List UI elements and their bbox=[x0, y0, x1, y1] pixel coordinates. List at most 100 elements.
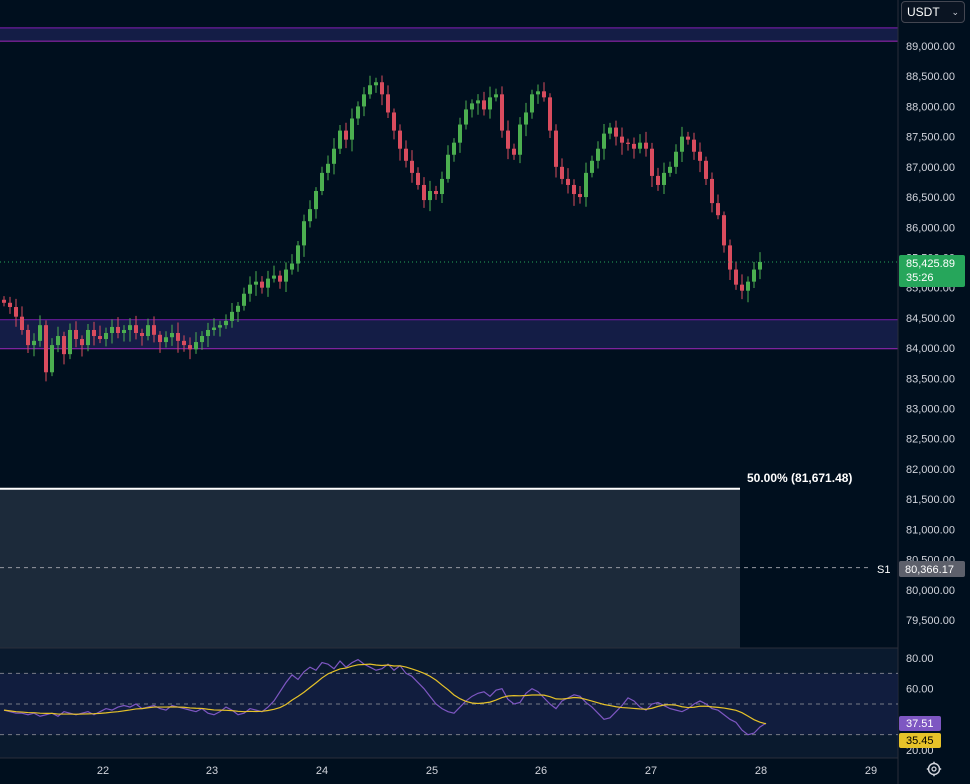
candle-body bbox=[62, 336, 66, 355]
candle-body bbox=[518, 124, 522, 155]
candle-body bbox=[704, 160, 708, 179]
support-name: S1 bbox=[877, 564, 890, 576]
candle-body bbox=[332, 148, 336, 164]
candle-body bbox=[50, 345, 54, 373]
candle-body bbox=[440, 178, 444, 195]
price-tick-label: 81,500.00 bbox=[906, 494, 955, 506]
candle-body bbox=[446, 154, 450, 179]
candle-body bbox=[656, 175, 660, 185]
support-layer: S1 bbox=[0, 564, 890, 576]
rsi-value: 37.51 bbox=[906, 718, 934, 730]
candle-body bbox=[362, 94, 366, 107]
support-badge-bg bbox=[899, 561, 965, 577]
candle-body bbox=[596, 148, 600, 161]
candle-body bbox=[392, 112, 396, 131]
candle-body bbox=[404, 148, 408, 161]
time-tick-label: 22 bbox=[97, 765, 109, 777]
candle-body bbox=[320, 172, 324, 192]
candle-body bbox=[356, 106, 360, 119]
candle-body bbox=[644, 142, 648, 149]
candle-body bbox=[500, 94, 504, 131]
price-tick-label: 82,000.00 bbox=[906, 464, 955, 476]
candle-body bbox=[116, 326, 120, 333]
candle-body bbox=[728, 245, 732, 270]
candle-body bbox=[152, 325, 156, 335]
rsi-tick-label: 80.00 bbox=[906, 653, 934, 665]
currency-label: USDT bbox=[907, 5, 940, 19]
candle-body bbox=[380, 82, 384, 95]
candle-body bbox=[218, 325, 222, 328]
candle-body bbox=[86, 329, 90, 346]
candle-body bbox=[566, 178, 570, 185]
time-axis[interactable]: 22 23 24 25 26 27 28 29 bbox=[97, 765, 877, 777]
price-tick-label: 81,000.00 bbox=[906, 524, 955, 536]
fibonacci-zone bbox=[0, 488, 740, 648]
candle-body bbox=[242, 293, 246, 306]
candle-body bbox=[560, 166, 564, 179]
time-tick-label: 25 bbox=[426, 765, 438, 777]
candle-body bbox=[266, 278, 270, 288]
candle-body bbox=[326, 163, 330, 173]
candle-body bbox=[488, 97, 492, 110]
candle-body bbox=[668, 166, 672, 173]
support-badge: 80,366.17 bbox=[899, 561, 965, 577]
candle-body bbox=[74, 329, 78, 340]
candle-body bbox=[710, 178, 714, 204]
price-tick-label: 87,000.00 bbox=[906, 162, 955, 174]
candle-body bbox=[680, 136, 684, 152]
candle-body bbox=[410, 160, 414, 173]
candle-body bbox=[416, 172, 420, 185]
currency-selector[interactable]: USDT ⌄ bbox=[901, 1, 965, 23]
time-tick-label: 23 bbox=[206, 765, 218, 777]
candle-body bbox=[602, 133, 606, 149]
candle-body bbox=[536, 91, 540, 95]
price-tick-label: 84,500.00 bbox=[906, 313, 955, 325]
candle-body bbox=[14, 307, 18, 317]
candle-body bbox=[620, 136, 624, 143]
price-tick-label: 83,000.00 bbox=[906, 404, 955, 416]
candle-body bbox=[458, 124, 462, 143]
candle-body bbox=[434, 191, 438, 195]
candle-body bbox=[452, 142, 456, 155]
candle-body bbox=[188, 345, 192, 350]
support-value: 80,366.17 bbox=[905, 564, 954, 576]
time-tick-label: 26 bbox=[535, 765, 547, 777]
candle-body bbox=[110, 326, 114, 333]
candle-body bbox=[740, 284, 744, 291]
price-tick-label: 86,500.00 bbox=[906, 192, 955, 204]
candle-body bbox=[590, 160, 594, 173]
gear-icon bbox=[926, 761, 942, 777]
candle-body bbox=[374, 82, 378, 86]
candle-body bbox=[482, 100, 486, 110]
candle-body bbox=[572, 184, 576, 195]
candle-body bbox=[758, 261, 762, 270]
candle-body bbox=[38, 325, 42, 341]
candle-body bbox=[344, 130, 348, 140]
candle-body bbox=[338, 130, 342, 149]
candle-body bbox=[746, 281, 750, 291]
candle-body bbox=[248, 284, 252, 294]
candle-body bbox=[530, 94, 534, 113]
price-tick-label: 89,000.00 bbox=[906, 41, 955, 53]
price-axis[interactable]: 89,000.00 88,500.00 88,000.00 87,500.00 87,0… bbox=[906, 41, 955, 627]
candle-body bbox=[20, 316, 24, 330]
candle-body bbox=[2, 299, 6, 303]
rsi-value-badge-bg bbox=[899, 716, 941, 731]
candle-body bbox=[422, 184, 426, 201]
candle-body bbox=[68, 329, 72, 355]
candle-body bbox=[614, 127, 618, 137]
candle-body bbox=[146, 325, 150, 337]
current-price-badge: 85,425.89 35:26 bbox=[899, 255, 965, 287]
candle-body bbox=[302, 221, 306, 246]
rsi-pane bbox=[0, 658, 898, 736]
settings-gear-icon[interactable] bbox=[925, 760, 943, 778]
candle-body bbox=[260, 281, 264, 288]
rsi-value-badge: 37.51 bbox=[899, 716, 941, 731]
candle-body bbox=[698, 151, 702, 161]
fibonacci-label: 50.00% (81,671.48) bbox=[747, 471, 852, 485]
candle-body bbox=[104, 333, 108, 340]
candle-body bbox=[134, 325, 138, 333]
price-tick-label: 80,000.00 bbox=[906, 585, 955, 597]
candle-body bbox=[44, 325, 48, 373]
